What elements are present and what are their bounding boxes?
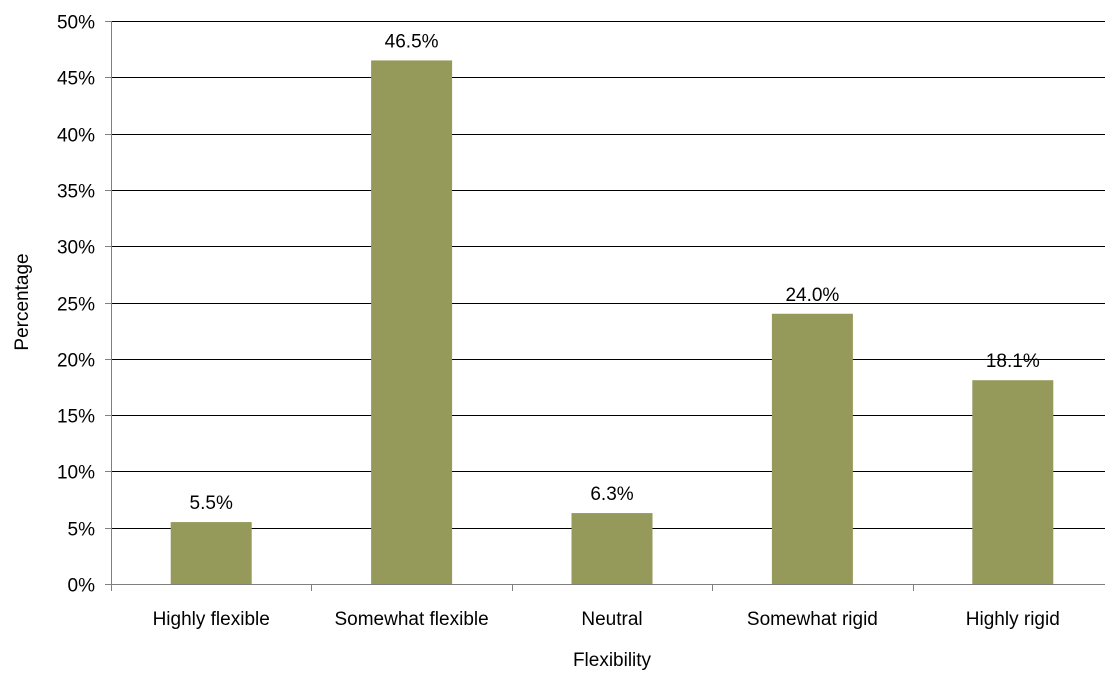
data-label: 5.5%	[190, 493, 233, 514]
data-label: 6.3%	[590, 484, 633, 505]
bar	[972, 380, 1054, 584]
bar	[771, 313, 853, 584]
data-labels: 5.5% 46.5% 6.3% 24.0% 18.1%	[190, 31, 1040, 514]
y-tick-label: 0%	[68, 576, 96, 597]
bar	[371, 60, 453, 585]
gridlines	[111, 21, 1105, 529]
category-label: Highly flexible	[153, 609, 270, 630]
y-tick-label: 35%	[57, 182, 95, 203]
data-label: 46.5%	[385, 31, 439, 52]
y-tick-label: 40%	[57, 126, 95, 147]
category-label: Neutral	[581, 609, 642, 630]
y-tick-label: 30%	[57, 238, 95, 259]
bar	[571, 513, 653, 584]
bar	[170, 522, 252, 584]
y-tick-label: 50%	[57, 13, 95, 34]
data-label: 18.1%	[986, 351, 1040, 372]
y-tick-label: 20%	[57, 351, 95, 372]
y-tick-labels: 0% 5% 10% 15% 20% 25% 30% 35% 40% 45% 50%	[57, 13, 95, 597]
y-tick-label: 25%	[57, 295, 95, 316]
y-tick-label: 15%	[57, 407, 95, 428]
y-tick-label: 10%	[57, 463, 95, 484]
y-tick-label: 5%	[68, 520, 96, 541]
x-category-labels: Highly flexible Somewhat flexible Neutral S…	[153, 609, 1060, 630]
data-label: 24.0%	[785, 285, 839, 306]
bars	[170, 60, 1054, 585]
category-label: Highly rigid	[966, 609, 1060, 630]
y-tick-label: 45%	[57, 69, 95, 90]
category-label: Somewhat rigid	[747, 609, 878, 630]
x-axis-title: Flexibility	[573, 650, 652, 671]
y-axis-title: Percentage	[12, 253, 33, 350]
axes	[105, 21, 1105, 591]
category-label: Somewhat flexible	[334, 609, 488, 630]
